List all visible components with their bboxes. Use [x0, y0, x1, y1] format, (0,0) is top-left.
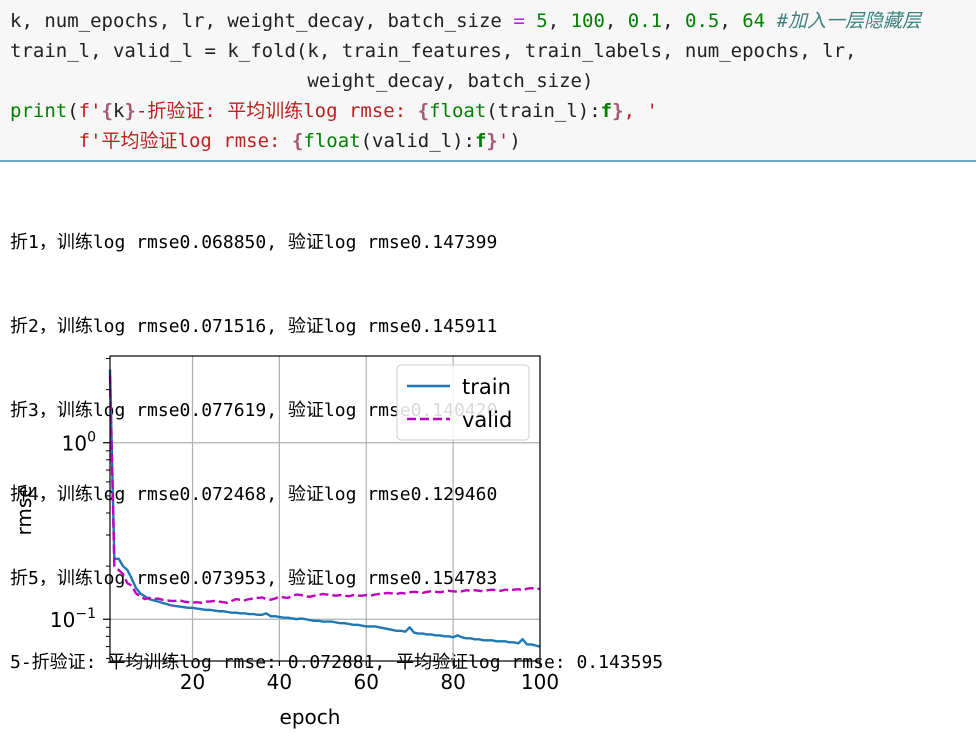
y-tick-label: 10−1 — [50, 606, 96, 632]
code-token — [525, 10, 536, 32]
code-interp: } — [612, 100, 624, 122]
code-token — [10, 130, 79, 152]
code-string: , ' — [623, 100, 658, 122]
code-number: 0.5 — [685, 10, 720, 32]
code-string: f'平均验证log rmse: — [78, 130, 292, 152]
code-interp: } — [124, 100, 136, 122]
x-axis-label: epoch — [280, 705, 341, 729]
code-line-2: train_l, valid_l = k_fold(k, train_featu… — [10, 40, 857, 62]
code-builtin: float — [303, 130, 361, 152]
code-token: , — [547, 10, 571, 32]
output-line: 折4，训练log rmse0.072468, 验证log rmse0.12946… — [10, 484, 498, 505]
code-number: 0.1 — [627, 10, 663, 32]
code-number: 5 — [536, 10, 548, 32]
code-token: ( — [67, 100, 79, 122]
code-line-5: f'平均验证log rmse: {float(valid_l):f}') — [10, 126, 521, 156]
code-line-3: weight_decay, batch_size) — [10, 70, 594, 92]
code-builtin: print — [10, 100, 68, 122]
code-format-spec: f — [474, 130, 487, 152]
x-tick-label: 100 — [521, 670, 559, 694]
y-tick-label: 100 — [62, 430, 96, 456]
code-token: , — [662, 10, 686, 32]
legend-label-train: train — [462, 375, 511, 399]
code-line-1: k, num_epochs, lr, weight_decay, batch_s… — [10, 6, 921, 36]
cell-output: 折1，训练log rmse0.068850, 验证log rmse0.14739… — [10, 173, 663, 705]
code-token: , — [604, 10, 628, 32]
code-cell[interactable]: k, num_epochs, lr, weight_decay, batch_s… — [0, 0, 976, 162]
series-line-valid — [108, 375, 541, 604]
code-interp: { — [101, 100, 113, 122]
code-format-spec: f — [600, 100, 613, 122]
code-operator: = — [513, 10, 525, 32]
code-line-4: print(f'{k}-折验证: 平均训练log rmse: {float(tr… — [10, 96, 658, 126]
code-interp: } — [486, 130, 498, 152]
code-string: -折验证: 平均训练log rmse: — [135, 100, 418, 122]
chart-svg: 20 40 60 80 100 100 10−1 epoch rmse train valid — [12, 355, 559, 729]
code-token: (valid_l): — [360, 130, 475, 152]
output-line: 5-折验证: 平均训练log rmse: 0.072881, 平均验证log r… — [10, 652, 664, 673]
code-token — [765, 10, 776, 32]
code-number: 100 — [570, 10, 605, 32]
code-interp: { — [417, 100, 430, 122]
series-line-train — [108, 369, 541, 648]
legend-label-valid: valid — [462, 408, 512, 432]
legend-box — [396, 364, 530, 441]
code-token: k — [113, 100, 125, 122]
code-comment: #加入一层隐藏层 — [776, 10, 922, 32]
rmse-chart: 20 40 60 80 100 100 10−1 epoch rmse train valid — [0, 345, 600, 745]
code-token: , — [719, 10, 743, 32]
x-tick-label: 40 — [267, 670, 292, 694]
output-line: 折2，训练log rmse0.071516, 验证log rmse0.14591… — [10, 316, 498, 337]
code-token: k, num_epochs, lr, weight_decay, batch_s… — [10, 10, 514, 32]
plot-frame — [109, 355, 541, 662]
code-builtin: float — [429, 100, 487, 122]
code-interp: { — [291, 130, 304, 152]
output-line: 折1，训练log rmse0.068850, 验证log rmse0.14739… — [10, 232, 498, 253]
output-line: 折5，训练log rmse0.073953, 验证log rmse0.15478… — [10, 568, 498, 589]
y-axis-label: rmse — [12, 485, 36, 535]
code-token: (train_l): — [486, 100, 601, 122]
code-string: f' — [78, 100, 102, 122]
x-tick-label: 60 — [354, 670, 379, 694]
code-string: ' — [497, 130, 510, 152]
x-tick-label: 80 — [440, 670, 465, 694]
code-number: 64 — [742, 10, 766, 32]
x-tick-label: 20 — [180, 670, 205, 694]
code-token: ) — [509, 130, 521, 152]
